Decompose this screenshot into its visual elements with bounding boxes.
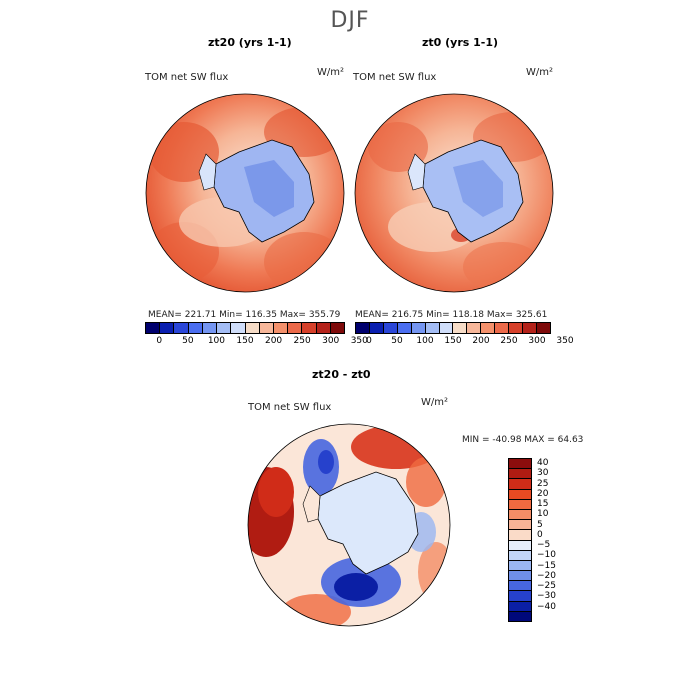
colorbar-swatch: [425, 323, 440, 333]
colorbar-swatch: [509, 601, 531, 612]
colorbar-tick-label: −20: [537, 570, 556, 581]
colorbar-swatch: [509, 520, 531, 531]
colorbar-tick-label: −25: [537, 581, 556, 592]
colorbar-tick-label: 200: [472, 336, 490, 346]
panel3-variable: TOM net SW flux: [248, 402, 332, 413]
colorbar-swatch: [411, 323, 426, 333]
colorbar-swatch: [509, 581, 531, 592]
panel2-stats: MEAN= 216.75 Min= 118.18 Max= 325.61: [355, 310, 548, 320]
colorbar-tick-label: 15: [537, 499, 549, 510]
colorbar-swatch: [369, 323, 384, 333]
panel1-colorbar-labels: 0 50 100 150 200 250 300 350: [145, 336, 367, 348]
colorbar-swatch: [316, 323, 331, 333]
colorbar-swatch: [509, 489, 531, 500]
colorbar-tick-label: 40: [537, 458, 549, 469]
colorbar-swatch: [509, 509, 531, 521]
panel1-map: [145, 93, 345, 293]
panel2-title: zt0 (yrs 1-1): [422, 36, 499, 49]
colorbar-tick-label: 300: [322, 336, 340, 346]
colorbar-swatch: [523, 323, 537, 333]
colorbar-tick-label: 50: [182, 336, 194, 346]
colorbar-tick-label: 30: [537, 468, 549, 479]
colorbar-swatch: [453, 323, 468, 333]
colorbar-tick-label: 5: [537, 519, 543, 530]
panel2-colorbar: [355, 322, 551, 334]
colorbar-tick-label: −5: [537, 540, 551, 551]
colorbar-swatch: [509, 479, 531, 490]
colorbar-swatch: [495, 323, 510, 333]
panel3-units: W/m²: [421, 397, 449, 408]
colorbar-swatch: [302, 323, 317, 333]
colorbar-tick-label: −40: [537, 601, 556, 612]
colorbar-swatch: [202, 323, 218, 333]
colorbar-tick-label: 350: [556, 336, 574, 346]
colorbar-swatch: [217, 323, 232, 333]
colorbar-tick-label: 0: [156, 336, 163, 346]
panel3-colorbar-labels: 40 30 25 20 15 10 5 0 −5 −10 −15 −20 −25 −30 −40: [537, 458, 577, 622]
panel3-colorbar: [508, 458, 532, 622]
colorbar-tick-label: 100: [207, 336, 226, 346]
colorbar-swatch: [330, 323, 345, 333]
colorbar-tick-label: −30: [537, 591, 556, 602]
colorbar-swatch: [509, 540, 531, 551]
panel3-stats: MIN = -40.98 MAX = 64.63: [462, 435, 584, 445]
colorbar-swatch: [509, 611, 531, 621]
colorbar-tick-label: 0: [366, 336, 372, 346]
colorbar-swatch: [273, 323, 289, 333]
panel2-units: W/m²: [526, 67, 554, 78]
colorbar-swatch: [188, 323, 203, 333]
panel2-map: [354, 93, 554, 293]
colorbar-swatch: [481, 323, 496, 333]
colorbar-tick-label: 25: [537, 478, 549, 489]
colorbar-swatch: [509, 323, 524, 333]
colorbar-swatch: [509, 560, 531, 572]
panel2-variable: TOM net SW flux: [353, 72, 437, 83]
colorbar-swatch: [245, 323, 260, 333]
panel2-colorbar-labels: 0 50 100 150 200 250 300 350: [355, 336, 573, 348]
panel1-colorbar: [145, 322, 345, 334]
colorbar-swatch: [397, 323, 412, 333]
colorbar-swatch: [146, 323, 161, 333]
colorbar-tick-label: 150: [444, 336, 462, 346]
colorbar-swatch: [467, 323, 482, 333]
colorbar-tick-label: 10: [537, 509, 549, 520]
colorbar-swatch: [259, 323, 274, 333]
figure-title: DJF: [330, 8, 370, 33]
panel1-variable: TOM net SW flux: [145, 72, 229, 83]
colorbar-swatch: [509, 459, 531, 470]
colorbar-swatch: [536, 323, 550, 333]
colorbar-tick-label: 250: [293, 336, 311, 346]
colorbar-tick-label: 250: [500, 336, 518, 346]
colorbar-tick-label: 20: [537, 488, 549, 499]
colorbar-swatch: [231, 323, 246, 333]
colorbar-tick-label: 350: [350, 336, 368, 346]
colorbar-swatch: [509, 550, 531, 561]
colorbar-tick-label: 0: [537, 529, 543, 540]
colorbar-tick-label: −10: [537, 550, 556, 561]
colorbar-swatch: [356, 323, 370, 333]
panel1-stats: MEAN= 221.71 Min= 116.35 Max= 355.79: [148, 310, 341, 320]
panel3-title: zt20 - zt0: [312, 368, 371, 381]
colorbar-swatch: [174, 323, 189, 333]
colorbar-swatch: [509, 469, 531, 480]
colorbar-tick-label: 300: [528, 336, 546, 346]
colorbar-swatch: [509, 571, 531, 582]
colorbar-swatch: [439, 323, 454, 333]
panel1-units: W/m²: [317, 67, 345, 78]
colorbar-swatch: [509, 499, 531, 510]
colorbar-tick-label: 150: [236, 336, 254, 346]
colorbar-swatch: [509, 591, 531, 602]
colorbar-tick-label: 200: [264, 336, 283, 346]
colorbar-tick-label: 50: [391, 336, 403, 346]
panel1-title: zt20 (yrs 1-1): [208, 36, 292, 49]
colorbar-swatch: [383, 323, 398, 333]
colorbar-swatch: [288, 323, 303, 333]
panel3-map: [247, 423, 451, 627]
colorbar-swatch: [509, 530, 531, 541]
colorbar-tick-label: 100: [416, 336, 434, 346]
colorbar-swatch: [160, 323, 175, 333]
colorbar-tick-label: −15: [537, 560, 556, 571]
